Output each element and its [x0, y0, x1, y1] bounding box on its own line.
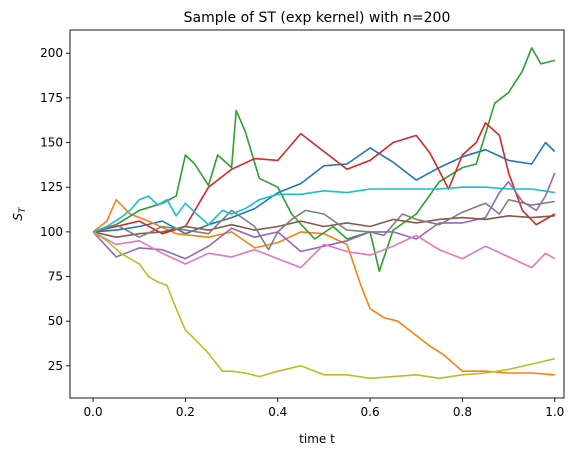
y-tick-label: 100 [40, 225, 63, 239]
chart-title: Sample of ST (exp kernel) with n=200 [184, 10, 451, 26]
x-tick-label: 0.2 [176, 405, 195, 419]
y-axis-label-main: S [11, 213, 25, 221]
y-axis-label: ST [11, 206, 28, 221]
y-tick-label: 125 [40, 180, 63, 194]
x-axis-label: time t [299, 432, 335, 446]
series-line-2 [92, 198, 555, 376]
x-tick-label: 0.6 [361, 405, 380, 419]
plot-frame [69, 29, 565, 399]
ticks-layer: 0.0 0.2 0.4 0.6 0.8 1.0 25 50 75 100 125 150 175 200 [40, 46, 564, 419]
series-line-6 [92, 215, 555, 238]
x-tick-label: 0.0 [84, 405, 103, 419]
series-layer [92, 47, 556, 380]
series-line-7 [92, 231, 556, 269]
y-tick-label: 175 [40, 91, 63, 105]
y-tick-label: 50 [48, 314, 63, 328]
series-line-9 [92, 231, 555, 380]
y-tick-label: 150 [40, 136, 63, 150]
x-tick-label: 1.0 [545, 405, 564, 419]
x-tick-label: 0.8 [453, 405, 472, 419]
x-tick-label: 0.4 [268, 405, 287, 419]
series-line-3 [92, 47, 555, 273]
series-line-10 [92, 186, 555, 233]
y-axis-label-sub: T [18, 206, 28, 213]
series-line-1 [93, 141, 556, 235]
series-line-8 [92, 198, 555, 251]
y-tick-label: 25 [48, 359, 63, 373]
y-tick-label: 75 [48, 270, 63, 284]
series-line-5 [92, 172, 556, 260]
y-tick-label: 200 [40, 46, 63, 60]
